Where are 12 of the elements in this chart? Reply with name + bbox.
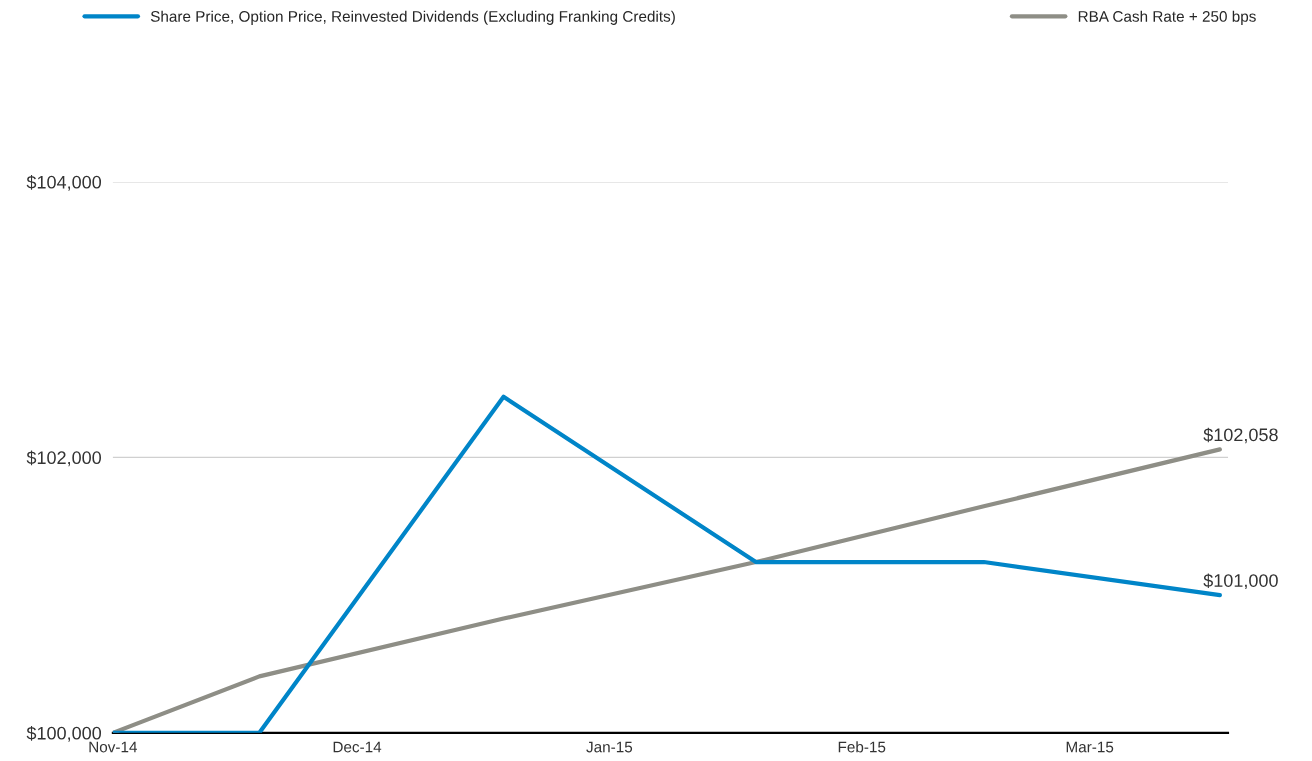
- legend-label: RBA Cash Rate + 250 bps: [1078, 10, 1256, 25]
- legend-label: Share Price, Option Price, Reinvested Dividends (Excluding Franking Credits): [150, 10, 675, 25]
- x-tick-label: Jan-15: [586, 741, 633, 753]
- x-tick-label: Nov-14: [89, 741, 138, 753]
- x-tick-label: Feb-15: [838, 741, 886, 753]
- y-tick-label: $104,000: [26, 175, 102, 191]
- y-tick-label: $100,000: [26, 726, 102, 742]
- annotation: $101,000: [1203, 573, 1278, 590]
- x-tick-label: Dec-14: [333, 741, 382, 753]
- y-tick-label: $102,000: [26, 450, 102, 467]
- annotation: $102,058: [1203, 427, 1278, 444]
- x-tick-label: Mar-15: [1066, 741, 1114, 753]
